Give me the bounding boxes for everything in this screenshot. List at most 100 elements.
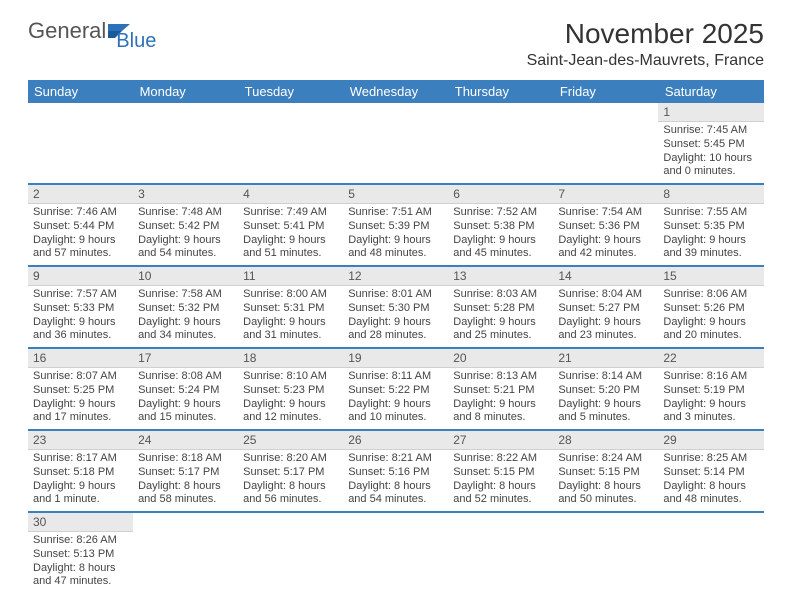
calendar-cell: 11Sunrise: 8:00 AMSunset: 5:31 PMDayligh… bbox=[238, 266, 343, 348]
daylight-text: Daylight: 9 hours and 20 minutes. bbox=[663, 316, 758, 344]
sunrise-text: Sunrise: 8:04 AM bbox=[558, 288, 653, 302]
calendar-cell: 1Sunrise: 7:45 AMSunset: 5:45 PMDaylight… bbox=[658, 103, 763, 184]
calendar-cell bbox=[553, 103, 658, 184]
day-number: 28 bbox=[553, 431, 658, 450]
sunrise-text: Sunrise: 8:13 AM bbox=[453, 370, 548, 384]
calendar-week-row: 16Sunrise: 8:07 AMSunset: 5:25 PMDayligh… bbox=[28, 348, 764, 430]
sunset-text: Sunset: 5:14 PM bbox=[663, 466, 758, 480]
sunrise-text: Sunrise: 8:11 AM bbox=[348, 370, 443, 384]
day-info: Sunrise: 8:01 AMSunset: 5:30 PMDaylight:… bbox=[343, 286, 448, 347]
day-info: Sunrise: 7:48 AMSunset: 5:42 PMDaylight:… bbox=[133, 204, 238, 265]
day-number: 13 bbox=[448, 267, 553, 286]
sunset-text: Sunset: 5:39 PM bbox=[348, 220, 443, 234]
sunrise-text: Sunrise: 8:07 AM bbox=[33, 370, 128, 384]
daylight-text: Daylight: 9 hours and 51 minutes. bbox=[243, 234, 338, 262]
calendar-cell bbox=[343, 512, 448, 593]
day-info: Sunrise: 8:03 AMSunset: 5:28 PMDaylight:… bbox=[448, 286, 553, 347]
day-info: Sunrise: 8:16 AMSunset: 5:19 PMDaylight:… bbox=[658, 368, 763, 429]
title-block: November 2025 Saint-Jean-des-Mauvrets, F… bbox=[527, 18, 764, 70]
day-info: Sunrise: 8:22 AMSunset: 5:15 PMDaylight:… bbox=[448, 450, 553, 511]
daylight-text: Daylight: 9 hours and 39 minutes. bbox=[663, 234, 758, 262]
day-number: 19 bbox=[343, 349, 448, 368]
sunrise-text: Sunrise: 7:48 AM bbox=[138, 206, 233, 220]
sunset-text: Sunset: 5:24 PM bbox=[138, 384, 233, 398]
sunrise-text: Sunrise: 8:17 AM bbox=[33, 452, 128, 466]
sunset-text: Sunset: 5:32 PM bbox=[138, 302, 233, 316]
day-info: Sunrise: 8:11 AMSunset: 5:22 PMDaylight:… bbox=[343, 368, 448, 429]
weekday-header: Tuesday bbox=[238, 80, 343, 103]
daylight-text: Daylight: 9 hours and 42 minutes. bbox=[558, 234, 653, 262]
calendar-cell bbox=[658, 512, 763, 593]
sunset-text: Sunset: 5:13 PM bbox=[33, 548, 128, 562]
sunset-text: Sunset: 5:28 PM bbox=[453, 302, 548, 316]
day-number: 23 bbox=[28, 431, 133, 450]
weekday-header: Sunday bbox=[28, 80, 133, 103]
daylight-text: Daylight: 9 hours and 5 minutes. bbox=[558, 398, 653, 426]
day-number: 17 bbox=[133, 349, 238, 368]
sunset-text: Sunset: 5:21 PM bbox=[453, 384, 548, 398]
sunset-text: Sunset: 5:17 PM bbox=[138, 466, 233, 480]
sunrise-text: Sunrise: 7:57 AM bbox=[33, 288, 128, 302]
day-info: Sunrise: 8:20 AMSunset: 5:17 PMDaylight:… bbox=[238, 450, 343, 511]
calendar-cell: 20Sunrise: 8:13 AMSunset: 5:21 PMDayligh… bbox=[448, 348, 553, 430]
sunset-text: Sunset: 5:42 PM bbox=[138, 220, 233, 234]
sunrise-text: Sunrise: 8:08 AM bbox=[138, 370, 233, 384]
calendar-cell: 2Sunrise: 7:46 AMSunset: 5:44 PMDaylight… bbox=[28, 184, 133, 266]
day-number: 25 bbox=[238, 431, 343, 450]
day-number: 7 bbox=[553, 185, 658, 204]
day-info: Sunrise: 8:08 AMSunset: 5:24 PMDaylight:… bbox=[133, 368, 238, 429]
sunrise-text: Sunrise: 8:21 AM bbox=[348, 452, 443, 466]
sunrise-text: Sunrise: 8:03 AM bbox=[453, 288, 548, 302]
day-info: Sunrise: 8:13 AMSunset: 5:21 PMDaylight:… bbox=[448, 368, 553, 429]
day-info: Sunrise: 7:54 AMSunset: 5:36 PMDaylight:… bbox=[553, 204, 658, 265]
weekday-header: Thursday bbox=[448, 80, 553, 103]
day-number: 20 bbox=[448, 349, 553, 368]
sunrise-text: Sunrise: 8:24 AM bbox=[558, 452, 653, 466]
sunset-text: Sunset: 5:19 PM bbox=[663, 384, 758, 398]
sunset-text: Sunset: 5:36 PM bbox=[558, 220, 653, 234]
sunset-text: Sunset: 5:16 PM bbox=[348, 466, 443, 480]
weekday-header: Friday bbox=[553, 80, 658, 103]
sunrise-text: Sunrise: 7:45 AM bbox=[663, 124, 758, 138]
day-info: Sunrise: 7:46 AMSunset: 5:44 PMDaylight:… bbox=[28, 204, 133, 265]
daylight-text: Daylight: 9 hours and 45 minutes. bbox=[453, 234, 548, 262]
day-number: 30 bbox=[28, 513, 133, 532]
day-number: 2 bbox=[28, 185, 133, 204]
day-info: Sunrise: 8:06 AMSunset: 5:26 PMDaylight:… bbox=[658, 286, 763, 347]
calendar-cell bbox=[133, 103, 238, 184]
calendar-cell: 16Sunrise: 8:07 AMSunset: 5:25 PMDayligh… bbox=[28, 348, 133, 430]
sunrise-text: Sunrise: 8:26 AM bbox=[33, 534, 128, 548]
calendar-cell: 26Sunrise: 8:21 AMSunset: 5:16 PMDayligh… bbox=[343, 430, 448, 512]
sunrise-text: Sunrise: 7:51 AM bbox=[348, 206, 443, 220]
sunset-text: Sunset: 5:38 PM bbox=[453, 220, 548, 234]
calendar-cell: 18Sunrise: 8:10 AMSunset: 5:23 PMDayligh… bbox=[238, 348, 343, 430]
sunset-text: Sunset: 5:20 PM bbox=[558, 384, 653, 398]
sunrise-text: Sunrise: 8:25 AM bbox=[663, 452, 758, 466]
day-info: Sunrise: 8:18 AMSunset: 5:17 PMDaylight:… bbox=[133, 450, 238, 511]
daylight-text: Daylight: 9 hours and 57 minutes. bbox=[33, 234, 128, 262]
sunset-text: Sunset: 5:23 PM bbox=[243, 384, 338, 398]
day-number: 15 bbox=[658, 267, 763, 286]
day-number: 10 bbox=[133, 267, 238, 286]
calendar-cell: 21Sunrise: 8:14 AMSunset: 5:20 PMDayligh… bbox=[553, 348, 658, 430]
calendar-cell bbox=[238, 512, 343, 593]
weekday-header: Saturday bbox=[658, 80, 763, 103]
calendar-cell: 15Sunrise: 8:06 AMSunset: 5:26 PMDayligh… bbox=[658, 266, 763, 348]
day-number: 29 bbox=[658, 431, 763, 450]
brand-part1: General bbox=[28, 18, 106, 44]
sunrise-text: Sunrise: 8:06 AM bbox=[663, 288, 758, 302]
day-number: 14 bbox=[553, 267, 658, 286]
sunrise-text: Sunrise: 8:16 AM bbox=[663, 370, 758, 384]
calendar-cell: 14Sunrise: 8:04 AMSunset: 5:27 PMDayligh… bbox=[553, 266, 658, 348]
daylight-text: Daylight: 8 hours and 48 minutes. bbox=[663, 480, 758, 508]
day-info: Sunrise: 7:49 AMSunset: 5:41 PMDaylight:… bbox=[238, 204, 343, 265]
sunrise-text: Sunrise: 7:54 AM bbox=[558, 206, 653, 220]
month-title: November 2025 bbox=[527, 18, 764, 50]
daylight-text: Daylight: 9 hours and 48 minutes. bbox=[348, 234, 443, 262]
brand-logo: General Blue bbox=[28, 18, 174, 44]
day-number: 16 bbox=[28, 349, 133, 368]
calendar-cell: 8Sunrise: 7:55 AMSunset: 5:35 PMDaylight… bbox=[658, 184, 763, 266]
sunset-text: Sunset: 5:17 PM bbox=[243, 466, 338, 480]
daylight-text: Daylight: 9 hours and 17 minutes. bbox=[33, 398, 128, 426]
sunrise-text: Sunrise: 7:58 AM bbox=[138, 288, 233, 302]
